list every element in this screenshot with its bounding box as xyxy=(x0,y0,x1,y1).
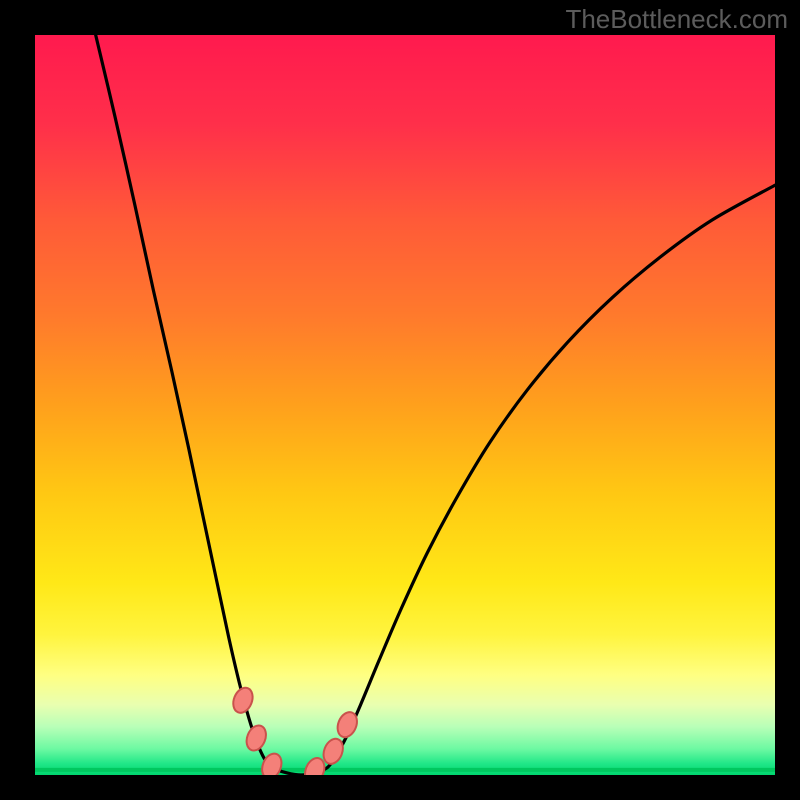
curve-path xyxy=(96,35,775,775)
watermark-text: TheBottleneck.com xyxy=(565,4,788,35)
curve-marker xyxy=(230,685,256,716)
plot-area xyxy=(35,35,775,775)
curve-marker xyxy=(243,723,269,754)
bottleneck-curve xyxy=(35,35,775,775)
